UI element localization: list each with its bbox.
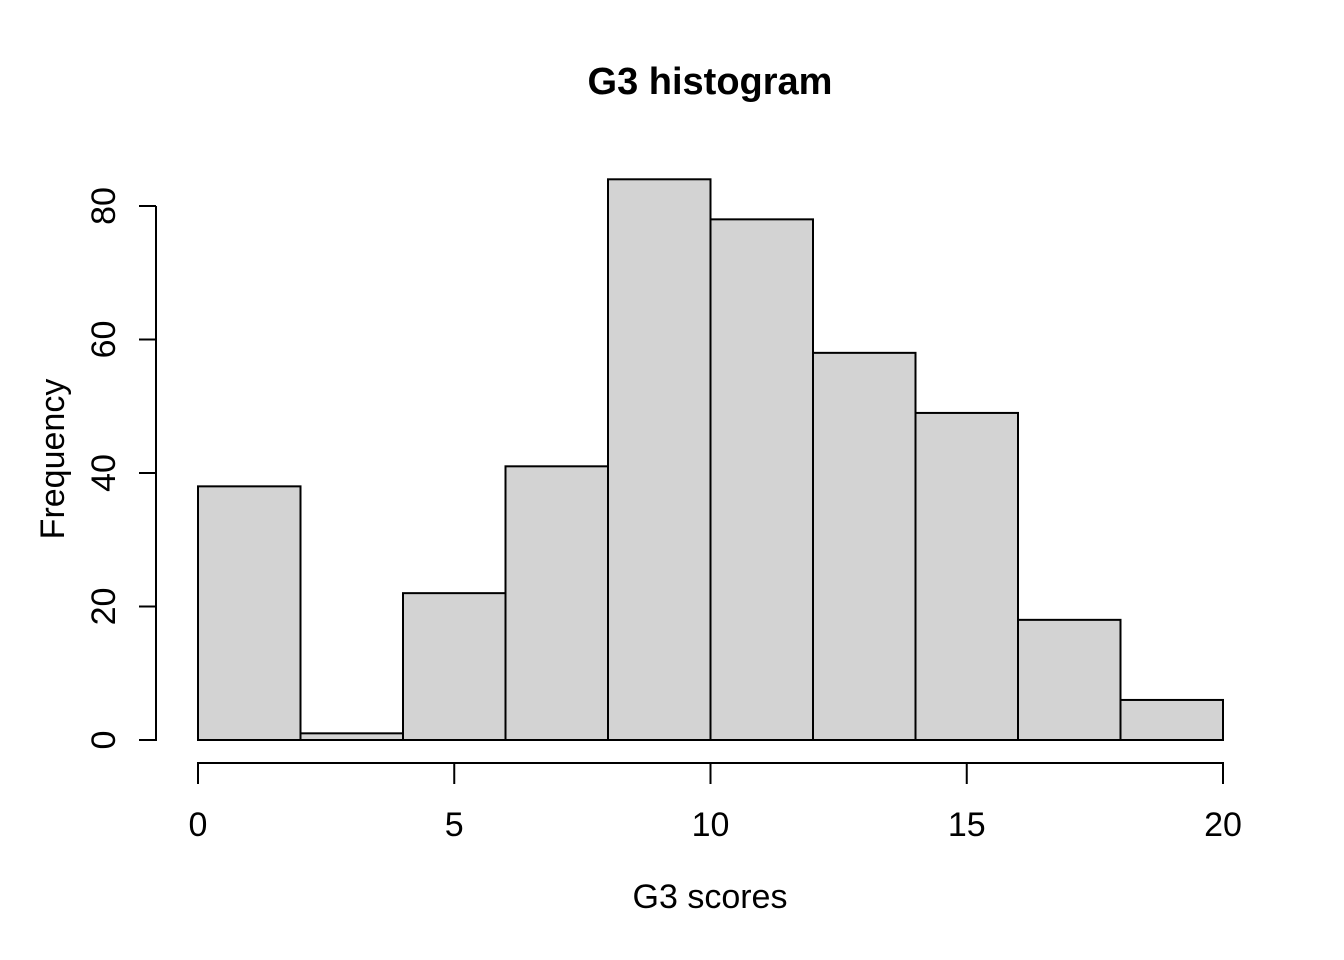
y-tick-label-20: 20 xyxy=(85,588,123,626)
bars-group xyxy=(197,178,1224,742)
x-tick-label-10: 10 xyxy=(692,806,730,844)
bar-10-12 xyxy=(709,218,814,742)
bar-14-16 xyxy=(914,411,1019,741)
bar-0-2 xyxy=(197,485,302,741)
bar-8-10 xyxy=(607,178,712,742)
x-tick-label-20: 20 xyxy=(1204,806,1242,844)
bar-16-18 xyxy=(1017,618,1122,741)
y-tick-label-40: 40 xyxy=(85,454,123,492)
bar-18-20 xyxy=(1119,698,1224,742)
chart-title: G3 histogram xyxy=(588,61,833,103)
x-axis: 0 5 10 15 20 xyxy=(189,762,1242,844)
y-tick-label-0: 0 xyxy=(85,731,123,750)
bar-4-6 xyxy=(402,592,507,742)
bar-12-14 xyxy=(812,351,917,741)
x-tick-label-0: 0 xyxy=(189,806,208,844)
x-tick-label-15: 15 xyxy=(948,806,986,844)
bar-2-4 xyxy=(299,732,404,742)
y-axis: 0 20 40 60 80 xyxy=(85,187,157,750)
y-axis-label: Frequency xyxy=(34,379,72,540)
y-tick-label-60: 60 xyxy=(85,321,123,359)
y-tick-label-80: 80 xyxy=(85,187,123,225)
x-tick-label-5: 5 xyxy=(445,806,464,844)
x-axis-label: G3 scores xyxy=(633,878,788,916)
bar-6-8 xyxy=(504,465,609,741)
